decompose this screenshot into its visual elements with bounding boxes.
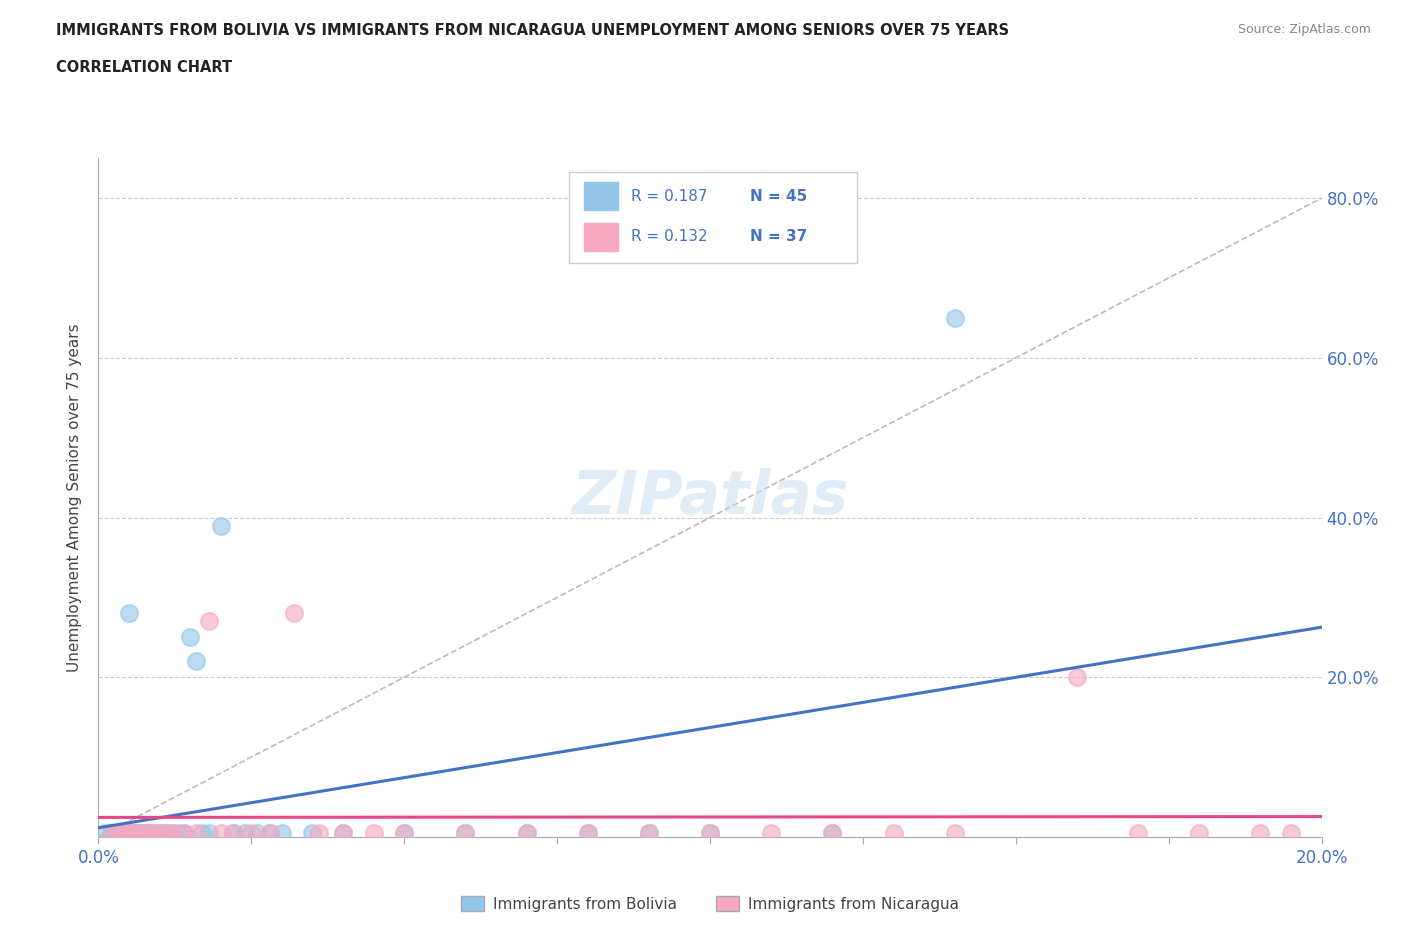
Point xyxy=(1066,670,1088,684)
Point xyxy=(118,826,141,841)
Point xyxy=(111,826,134,841)
Point xyxy=(129,826,152,841)
Point xyxy=(100,826,122,841)
Point xyxy=(332,826,354,841)
Point xyxy=(160,826,183,841)
Point xyxy=(136,826,159,841)
Point xyxy=(142,826,165,841)
Text: CORRELATION CHART: CORRELATION CHART xyxy=(56,60,232,75)
Point xyxy=(118,826,141,841)
Text: R = 0.132: R = 0.132 xyxy=(630,230,707,245)
Point xyxy=(270,826,292,841)
Point xyxy=(167,826,190,841)
Point xyxy=(392,826,416,841)
Point xyxy=(233,826,256,841)
Point xyxy=(259,826,281,841)
Point xyxy=(332,826,354,841)
Point xyxy=(1249,826,1271,841)
Point xyxy=(943,826,966,841)
Point xyxy=(259,826,281,841)
Point xyxy=(363,826,385,841)
Point xyxy=(149,826,172,841)
Point xyxy=(209,518,232,533)
Point xyxy=(637,826,661,841)
Point xyxy=(516,826,538,841)
Point xyxy=(576,826,599,841)
Point xyxy=(118,826,141,841)
Point xyxy=(142,826,165,841)
Point xyxy=(124,826,146,841)
Point xyxy=(173,826,195,841)
Point xyxy=(136,826,159,841)
Point xyxy=(124,826,146,841)
Point xyxy=(308,826,330,841)
Point xyxy=(283,606,305,621)
Point xyxy=(759,826,782,841)
Text: N = 45: N = 45 xyxy=(751,189,807,204)
Point xyxy=(699,826,721,841)
Point xyxy=(197,826,219,841)
Point xyxy=(129,826,152,841)
Point xyxy=(93,826,115,841)
Point xyxy=(100,826,122,841)
Y-axis label: Unemployment Among Seniors over 75 years: Unemployment Among Seniors over 75 years xyxy=(67,324,83,671)
Point xyxy=(124,826,146,841)
Point xyxy=(240,826,263,841)
Point xyxy=(209,826,232,841)
Point xyxy=(301,826,323,841)
Point xyxy=(173,826,195,841)
Point xyxy=(155,826,177,841)
Point xyxy=(699,826,721,841)
Point xyxy=(160,826,183,841)
Point xyxy=(118,606,141,621)
Point xyxy=(392,826,416,841)
Text: R = 0.187: R = 0.187 xyxy=(630,189,707,204)
Point xyxy=(246,826,269,841)
Point xyxy=(111,826,134,841)
Point xyxy=(105,826,128,841)
Text: ZIPatlas: ZIPatlas xyxy=(571,468,849,527)
Point xyxy=(821,826,844,841)
Text: N = 37: N = 37 xyxy=(751,230,807,245)
Point xyxy=(222,826,245,841)
Text: IMMIGRANTS FROM BOLIVIA VS IMMIGRANTS FROM NICARAGUA UNEMPLOYMENT AMONG SENIORS : IMMIGRANTS FROM BOLIVIA VS IMMIGRANTS FR… xyxy=(56,23,1010,38)
Point xyxy=(111,826,134,841)
Point xyxy=(222,826,245,841)
Point xyxy=(1279,826,1302,841)
FancyBboxPatch shape xyxy=(569,172,856,263)
Point xyxy=(883,826,905,841)
Point xyxy=(191,826,214,841)
Point xyxy=(516,826,538,841)
Point xyxy=(124,826,146,841)
Point xyxy=(197,614,219,629)
Bar xyxy=(583,182,619,210)
Point xyxy=(155,826,177,841)
Point xyxy=(1188,826,1211,841)
Point xyxy=(129,826,152,841)
Text: Source: ZipAtlas.com: Source: ZipAtlas.com xyxy=(1237,23,1371,36)
Point xyxy=(637,826,661,841)
Point xyxy=(105,826,128,841)
Point xyxy=(454,826,477,841)
Point xyxy=(149,826,172,841)
Point xyxy=(821,826,844,841)
Point xyxy=(186,654,208,669)
Point xyxy=(149,826,172,841)
Bar xyxy=(583,222,619,251)
Point xyxy=(1128,826,1150,841)
Point xyxy=(943,311,966,325)
Point xyxy=(186,826,208,841)
Point xyxy=(454,826,477,841)
Point xyxy=(142,826,165,841)
Legend: Immigrants from Bolivia, Immigrants from Nicaragua: Immigrants from Bolivia, Immigrants from… xyxy=(456,889,965,918)
Point xyxy=(100,826,122,841)
Point xyxy=(136,826,159,841)
Point xyxy=(179,630,201,644)
Point xyxy=(576,826,599,841)
Point xyxy=(105,826,128,841)
